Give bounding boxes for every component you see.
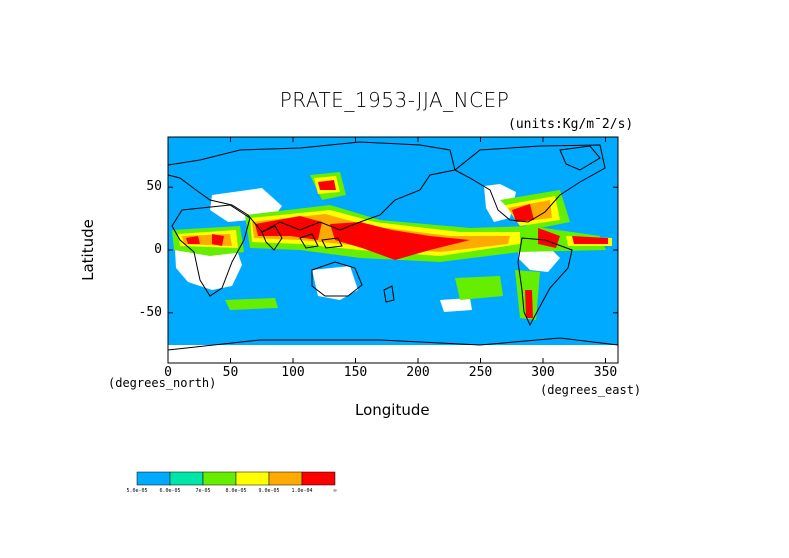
colorbar-swatch (202, 471, 237, 486)
x-axis-ticks (167, 137, 606, 363)
colorbar-label: 1.0e-04 (291, 488, 313, 494)
colorbar-label: 6.0e-05 (159, 488, 181, 494)
x-axis-unit: (degrees_east) (540, 383, 642, 397)
y-axis-ticks (168, 186, 618, 314)
y-axis-label: Latitude (79, 219, 97, 281)
x-tick-label: 0 (164, 365, 172, 380)
colorbar-swatch (169, 471, 204, 486)
colorbar-label: 5.0e-05 (126, 488, 148, 494)
x-tick-label: 300 (531, 365, 555, 380)
y-tick-label: 50 (146, 179, 162, 195)
coastlines (167, 141, 619, 351)
x-tick-label: 200 (406, 365, 430, 380)
colorbar-label: 8.0e-05 (225, 488, 247, 494)
colorbar-swatch (268, 471, 303, 486)
y-tick-label: 0 (154, 242, 162, 257)
precip-level-6 (186, 180, 608, 318)
x-tick-label: 350 (593, 365, 618, 380)
x-axis-label: Longitude (355, 401, 430, 419)
y-axis-unit: (degrees_north) (108, 376, 217, 390)
y-tick-label: -50 (138, 304, 162, 320)
x-tick-label: 50 (222, 365, 239, 380)
colorbar-swatch (301, 471, 336, 486)
colorbar-label: ∞ (333, 488, 337, 494)
colorbar-label: 7e-05 (195, 488, 211, 494)
colorbar-swatch (235, 471, 270, 486)
map-plot (167, 136, 619, 364)
colorbar-label: 9.0e-05 (258, 488, 280, 494)
x-tick-label: 150 (343, 365, 368, 380)
colorbar-swatch (136, 471, 171, 486)
x-tick-label: 250 (468, 365, 493, 380)
units-label: (units:Kg/m¯2/s) (508, 117, 634, 132)
colorbar (136, 471, 336, 486)
x-tick-label: 100 (281, 365, 305, 380)
chart-title: PRATE_1953-JJA_NCEP (279, 88, 510, 112)
